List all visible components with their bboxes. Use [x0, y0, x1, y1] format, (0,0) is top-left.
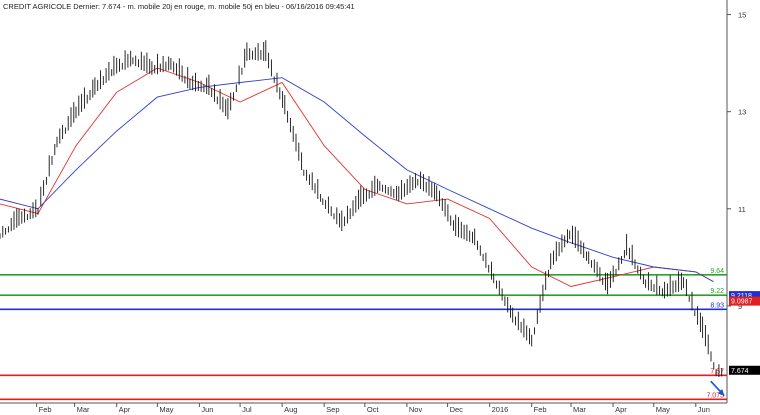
level-label: 8.93 [710, 302, 724, 309]
level-label: 9.64 [710, 268, 724, 275]
x-tick-label: Aug [284, 405, 297, 414]
y-tick-label: 9 [738, 302, 742, 311]
price-badge [729, 291, 760, 301]
level-label: 9.22 [710, 288, 724, 295]
arrow-head [717, 389, 725, 396]
x-tick-label: Apr [119, 405, 131, 414]
x-tick-label: Jun [698, 405, 710, 414]
moving-average-line [0, 77, 714, 282]
x-tick-label: 2016 [492, 405, 509, 414]
price-bars [0, 40, 723, 377]
x-tick-label: Dec [450, 405, 464, 414]
x-tick-label: Oct [367, 405, 380, 414]
time-axis: Feb Mar Apr May Jun Jul Aug Sep Oct Nov Dec 2016 Feb… [36, 403, 710, 414]
x-tick-label: Nov [409, 405, 423, 414]
y-tick-label: 13 [738, 108, 746, 117]
x-tick-label: Feb [39, 405, 52, 414]
y-tick-label: 11 [738, 205, 746, 214]
x-tick-label: Sep [326, 405, 339, 414]
x-tick-label: Jun [201, 405, 213, 414]
trend-arrow [710, 380, 725, 397]
x-tick-label: Jul [242, 405, 252, 414]
x-tick-label: Mar [573, 405, 586, 414]
price-badge-label: 7.674 [731, 368, 749, 375]
moving-average-line [0, 67, 714, 287]
level-label: 7.57 [710, 368, 724, 375]
price-badge [729, 296, 760, 306]
y-tick-label: 15 [738, 11, 746, 20]
level-label: 7.075 [706, 392, 724, 399]
price-badge-label: 9.0987 [731, 299, 753, 306]
moving-averages [0, 67, 714, 287]
price-badge [729, 365, 760, 375]
price-axis: 15 13 11 9 [727, 11, 746, 311]
x-tick-label: Feb [534, 405, 547, 414]
x-tick-label: Mar [77, 405, 90, 414]
chart-title: CREDIT AGRICOLE Dernier: 7.674 - m. mobi… [3, 2, 355, 11]
x-tick-label: Apr [615, 405, 627, 414]
x-tick-label: May [656, 405, 670, 414]
support-resistance-levels: 9.64 9.22 8.93 7.57 7.075 [0, 268, 727, 401]
x-tick-label: May [159, 405, 173, 414]
